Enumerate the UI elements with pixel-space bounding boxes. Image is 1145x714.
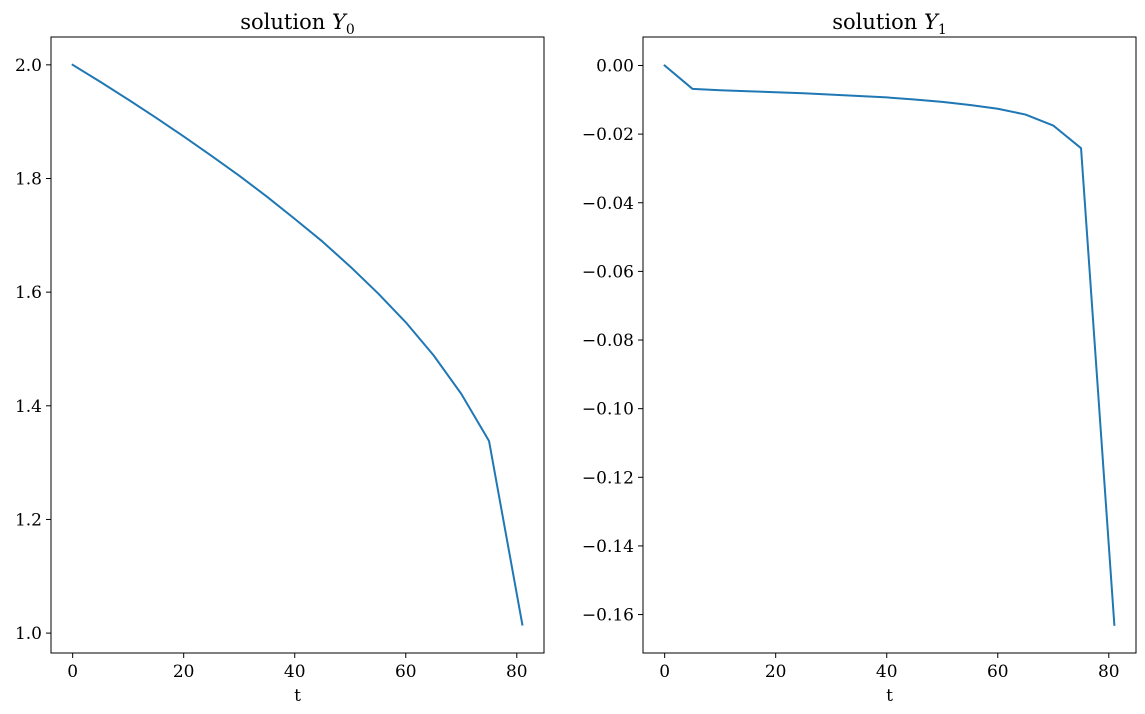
y-tick-label-0-1: 1.2 bbox=[15, 510, 42, 530]
y-tick-label-0-4: 1.8 bbox=[15, 169, 42, 189]
plot-panel-0: 0 20 40 60 80 1.0 1.2 1.4 1.6 1.8 2.0 t solution Y0 bbox=[15, 10, 545, 706]
x-tick-label-1-1: 20 bbox=[765, 662, 787, 682]
x-tick-label-0-0: 0 bbox=[67, 662, 78, 682]
y-tick-label-0-3: 1.6 bbox=[15, 283, 42, 303]
x-axis-label-1: t bbox=[886, 686, 893, 706]
y-tick-label-0-2: 1.4 bbox=[15, 397, 42, 417]
y-tick-label-1-5: −0.10 bbox=[582, 400, 634, 420]
axes-frame-1 bbox=[642, 36, 1137, 654]
y-tick-label-1-7: −0.14 bbox=[582, 537, 634, 557]
plot-panel-1: 0 20 40 60 80 0.00 −0.02 −0.04 −0.06 −0.08 −0.10 −0… bbox=[582, 10, 1137, 706]
y-tick-label-1-6: −0.12 bbox=[582, 468, 634, 488]
x-tick-label-0-4: 80 bbox=[506, 662, 528, 682]
plot-title-0: solution Y0 bbox=[240, 10, 354, 38]
axes-frame-0 bbox=[50, 36, 545, 654]
y-tick-label-1-0: 0.00 bbox=[596, 56, 634, 76]
y-tick-label-1-8: −0.16 bbox=[582, 606, 634, 626]
y-tick-label-0-5: 2.0 bbox=[15, 56, 42, 76]
x-tick-label-1-3: 60 bbox=[987, 662, 1009, 682]
series-line-0-0 bbox=[71, 63, 524, 626]
y-tick-label-0-0: 1.0 bbox=[15, 624, 42, 644]
y-tick-label-1-4: −0.08 bbox=[582, 331, 634, 351]
x-tick-label-0-3: 60 bbox=[395, 662, 417, 682]
series-line-1-0 bbox=[663, 64, 1116, 626]
y-tick-label-1-1: −0.02 bbox=[582, 125, 634, 145]
x-tick-label-0-1: 20 bbox=[173, 662, 195, 682]
plot-title-1: solution Y1 bbox=[832, 10, 946, 38]
y-tick-label-1-2: −0.04 bbox=[582, 194, 634, 214]
y-tick-label-1-3: −0.06 bbox=[582, 262, 634, 282]
x-tick-label-0-2: 40 bbox=[284, 662, 306, 682]
x-tick-label-1-0: 0 bbox=[659, 662, 670, 682]
x-tick-label-1-2: 40 bbox=[876, 662, 898, 682]
x-axis-label-0: t bbox=[294, 686, 301, 706]
x-tick-label-1-4: 80 bbox=[1098, 662, 1120, 682]
